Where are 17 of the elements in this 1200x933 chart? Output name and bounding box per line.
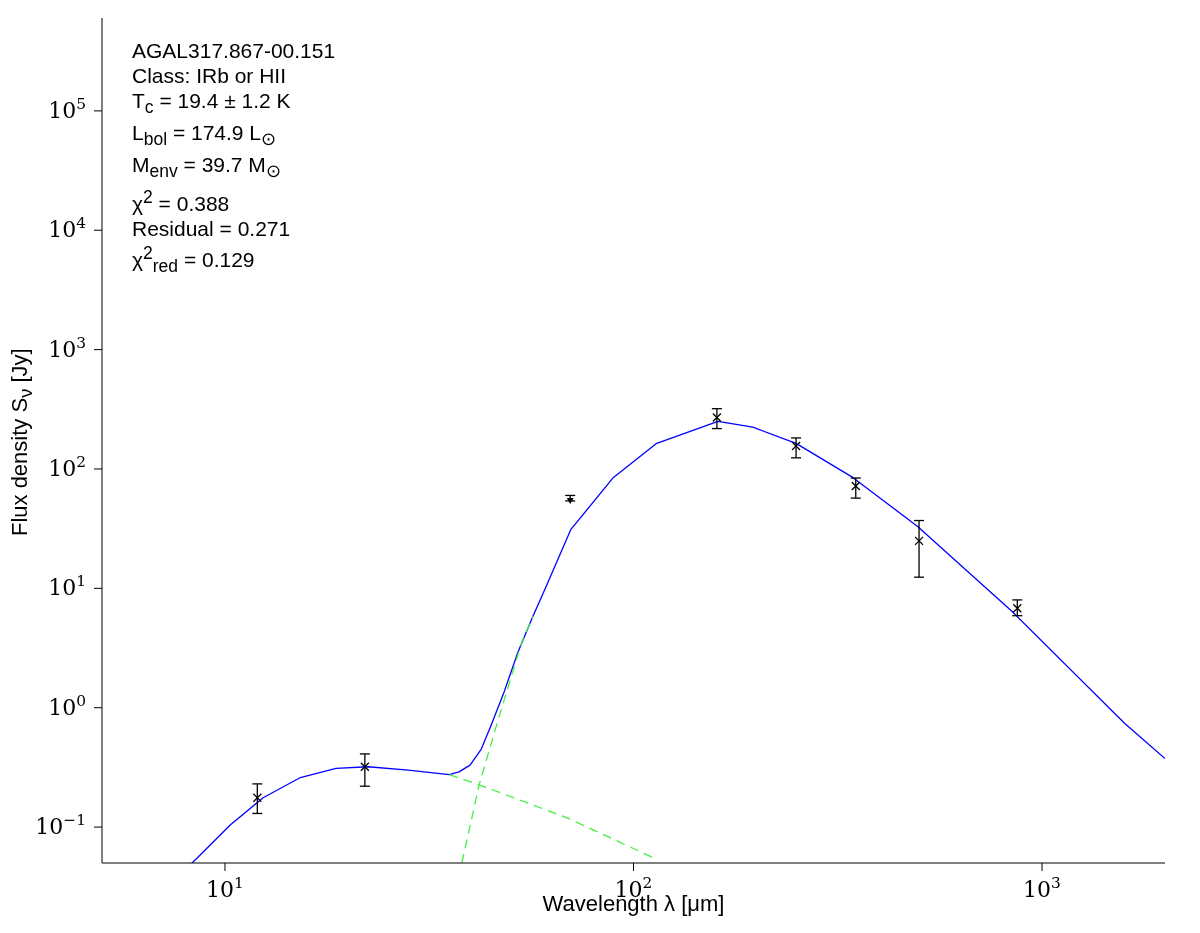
annotation: Residual = 0.271 [132, 215, 292, 241]
y-tick-label: 10$^{0}$ [48, 691, 86, 720]
annotation: Class: IRb or HII [132, 63, 288, 88]
y-tick-label: 10$^{2}$ [48, 452, 86, 481]
y-tick-label: 10$^{1}$ [48, 572, 86, 601]
x-tick-label: 10$^{3}$ [1023, 874, 1061, 902]
y-tick-label: 10$^{3}$ [48, 333, 86, 362]
y-tick-label: 10$^{5}$ [48, 94, 86, 123]
x-tick-label: 10$^{1}$ [206, 874, 244, 902]
y-tick-label: 10$^{4}$ [48, 214, 87, 243]
annotation: L$_{bol}$ = 174.9 L$_{⊙}$ [132, 120, 278, 152]
annotation: χ$^{2}$$_{red}$ = 0.129 [132, 241, 256, 278]
y-tick-label: 10$^{−1}$ [35, 811, 86, 840]
annotation: M$_{env}$ = 39.7 M$_{⊙}$ [132, 152, 282, 184]
annotation: T$_{c}$ = 19.4 ± 1.2 K [132, 88, 292, 120]
annotation: χ$^{2}$ = 0.388 [132, 185, 231, 216]
annotation: AGAL317.867-00.151 [132, 38, 336, 63]
